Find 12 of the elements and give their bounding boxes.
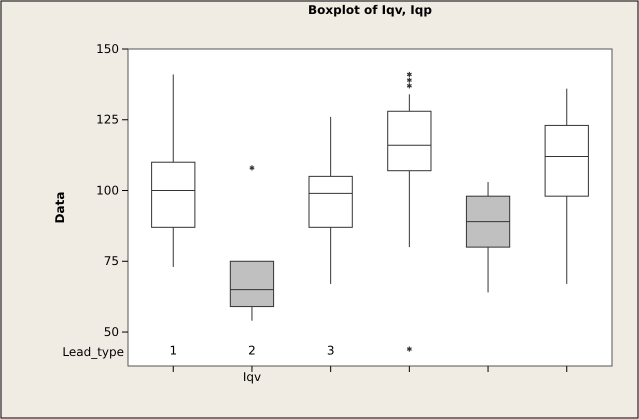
x-axis-title: Iqv [242,370,262,384]
y-axis-title: Data [53,192,67,224]
text: Lead_type [62,345,124,359]
x-tick-label: 3 [326,344,334,358]
x-tick-label: 1 [169,344,178,358]
y-tick-label: 50 [104,324,119,339]
y-tick-label: 125 [96,112,119,127]
chart-title: Boxplot of Iqv, Iqp [308,3,432,17]
y-tick-label: 100 [96,183,119,198]
y-tick-label: 150 [96,42,119,56]
y-tick-label: 75 [104,254,119,268]
x-tick-label: 2 [248,344,256,358]
